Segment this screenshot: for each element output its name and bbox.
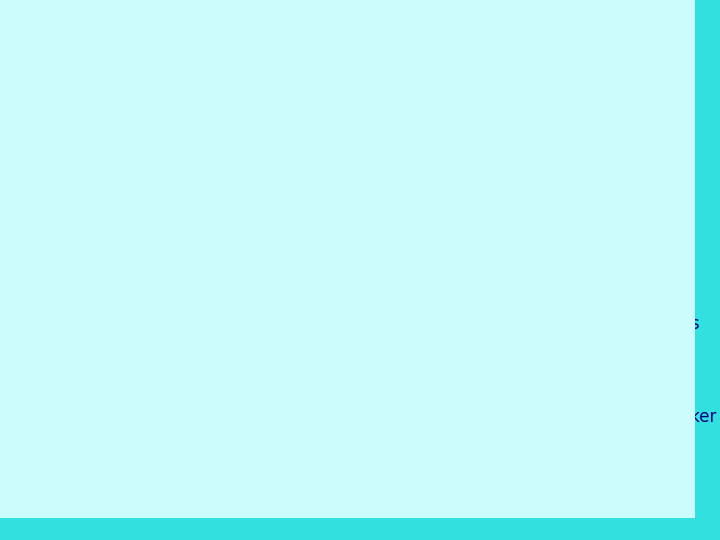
- Text: and employer of any savings in direct cost.: and employer of any savings in direct co…: [101, 450, 459, 468]
- Text: •: •: [49, 195, 62, 215]
- Text: the standard.: the standard.: [101, 356, 212, 374]
- Text: Cell III : Taylor plan(Differential piece rate): Cell III : Taylor plan(Differential piec…: [49, 56, 418, 74]
- Text: •: •: [63, 314, 76, 334]
- Text: Pay an employee an hourly rate plus a bonus when the employee exceeds: Pay an employee an hourly rate plus a bo…: [80, 315, 700, 333]
- Text: standard and another for those who produce above standard.: standard and another for those who produ…: [101, 149, 613, 167]
- Bar: [28, 265, 40, 280]
- Bar: [28, 57, 40, 72]
- Text: •: •: [63, 106, 76, 127]
- Text: To reward highly the efficient worker and penalize the inefficient worker.: To reward highly the efficient worker an…: [66, 196, 667, 214]
- Text: Cell IV : Production bonus plan: Cell IV : Production bonus plan: [49, 263, 315, 281]
- Text: •: •: [63, 407, 76, 427]
- Text: Two separate piecework rates : one for those who produce below of up to: Two separate piecework rates : one for t…: [80, 107, 690, 126]
- Text: Halsey so-so method derives its name from the shared split between worker: Halsey so-so method derives its name fro…: [80, 408, 716, 426]
